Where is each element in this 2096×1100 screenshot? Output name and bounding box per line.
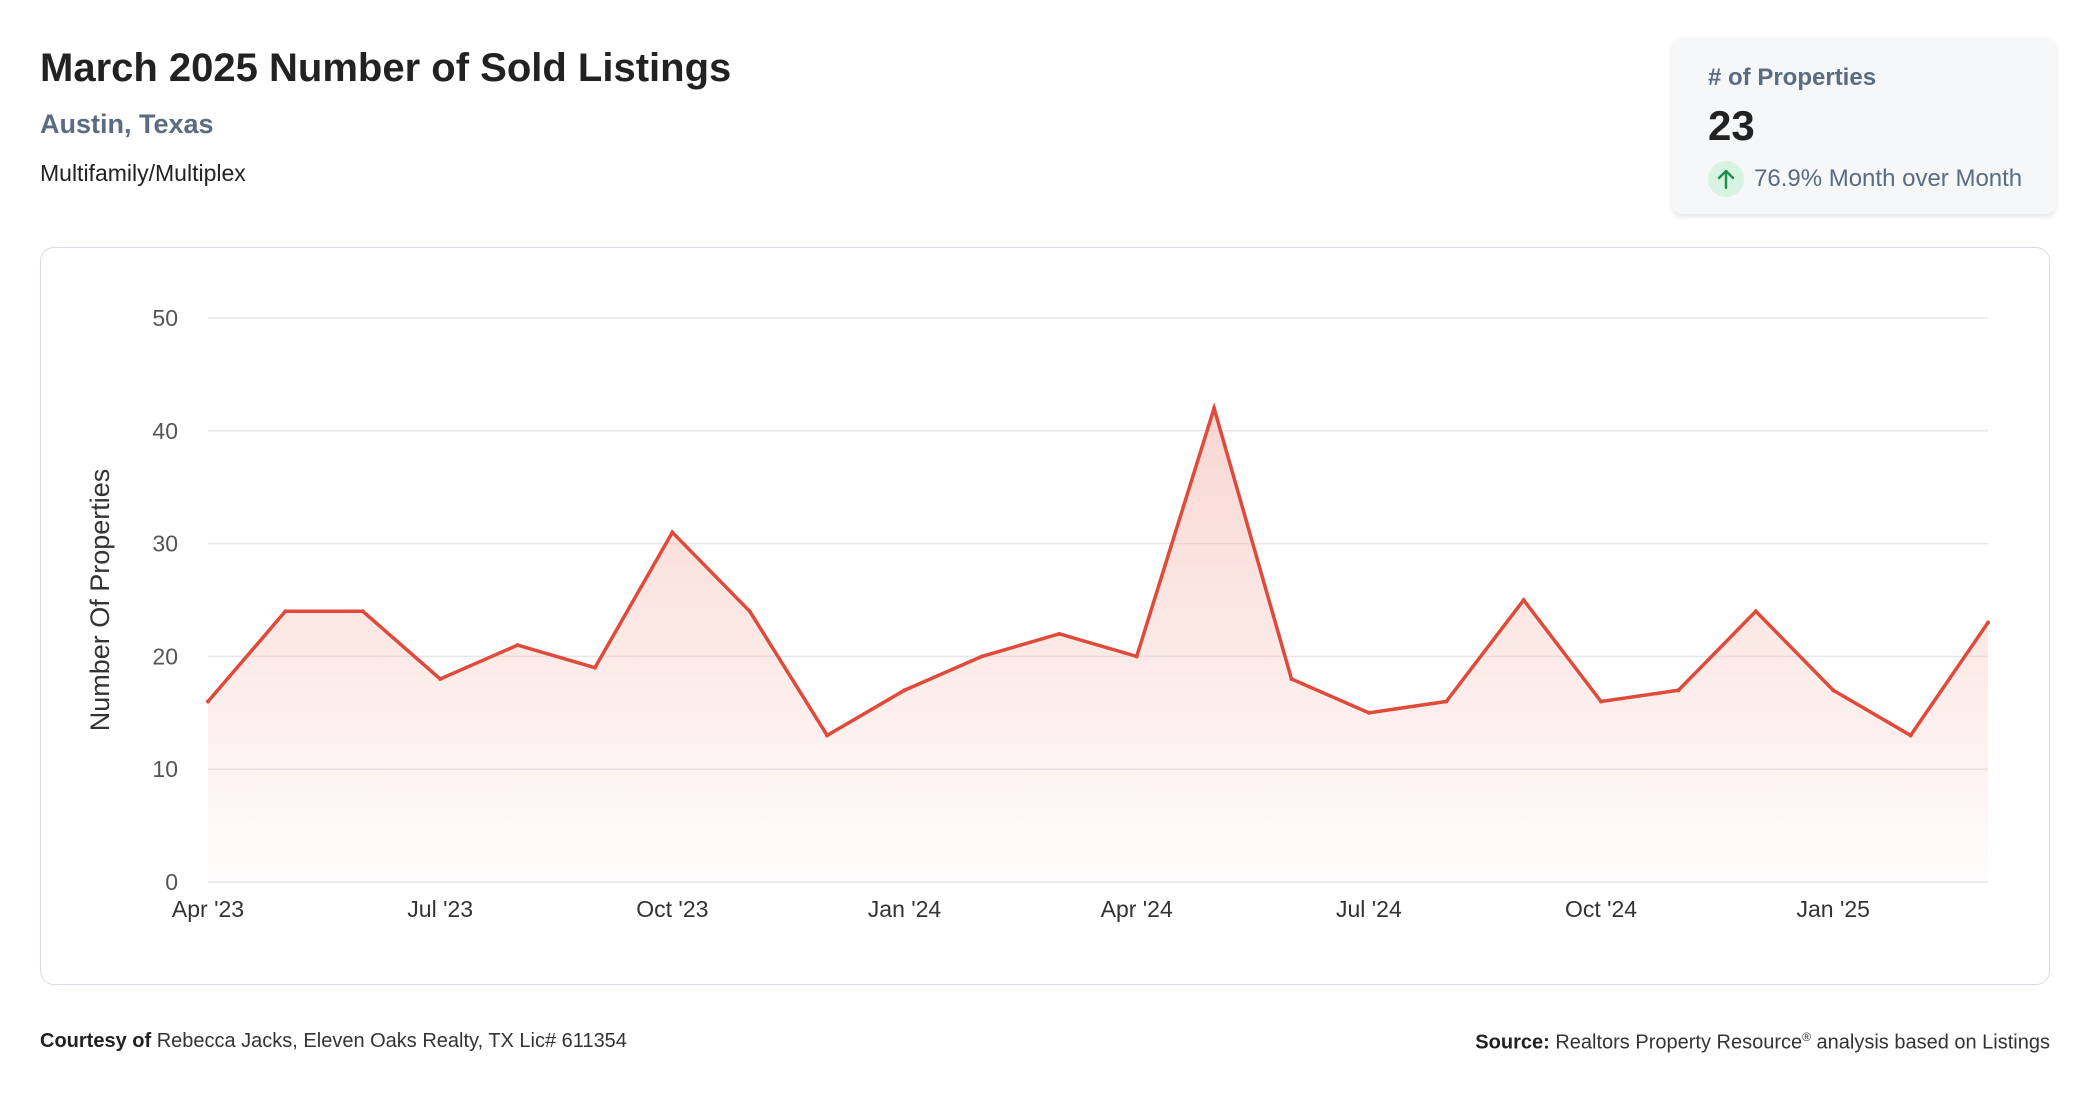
y-tick-label: 30 [152, 531, 178, 557]
source-text-suffix: analysis based on Listings [1816, 1031, 2050, 1054]
y-axis-label: Number Of Properties [85, 469, 115, 732]
stat-change: 76.9% Month over Month [1708, 161, 2022, 197]
data-point [825, 733, 830, 738]
data-point [1057, 631, 1062, 636]
x-tick-label: Oct '24 [1565, 896, 1637, 922]
data-point [1521, 598, 1526, 602]
series-line [206, 402, 1990, 738]
y-tick-label: 10 [152, 756, 178, 782]
x-tick-label: Jan '24 [868, 896, 942, 922]
chart-panel: 0 10 20 30 40 50 Number Of Properties Apr '23 Ju… [40, 247, 2050, 985]
courtesy-text: Rebecca Jacks, Eleven Oaks Realty, TX Li… [156, 1030, 627, 1052]
data-point [592, 665, 597, 670]
courtesy-label: Courtesy of [40, 1030, 152, 1052]
data-point [1753, 609, 1758, 614]
data-point [283, 609, 288, 614]
property-type-label: Multifamily/Multiplex [40, 160, 246, 186]
source-label: Source: [1475, 1031, 1550, 1054]
data-point [979, 654, 984, 659]
data-point [438, 676, 443, 681]
stat-card: # of Properties 23 76.9% Month over Mont… [1672, 38, 2056, 214]
y-tick-label: 0 [165, 869, 178, 895]
sold-listings-chart: 0 10 20 30 40 50 Number Of Properties Apr '23 Ju… [85, 305, 1990, 922]
source-footer: Source: Realtors Property Resource® anal… [1475, 1030, 2050, 1055]
data-point [747, 609, 752, 614]
y-tick-label: 50 [152, 305, 178, 331]
registered-mark: ® [1802, 1030, 1811, 1044]
courtesy-footer: Courtesy of Rebecca Jacks, Eleven Oaks R… [40, 1030, 627, 1053]
data-point [1831, 688, 1836, 693]
stat-value: 23 [1708, 102, 1755, 149]
y-tick-label: 40 [152, 418, 178, 444]
data-point [1676, 688, 1681, 693]
data-point [1134, 654, 1139, 659]
data-point [1986, 620, 1990, 625]
data-point [670, 530, 675, 535]
data-point [1366, 710, 1371, 715]
data-point [1908, 733, 1913, 738]
x-tick-label: Jan '25 [1796, 896, 1869, 922]
x-tick-label: Oct '23 [636, 896, 708, 922]
x-tick-label: Jul '24 [1336, 896, 1402, 922]
y-tick-label: 20 [152, 643, 178, 669]
stat-label: # of Properties [1708, 64, 1877, 91]
data-point [1289, 676, 1294, 681]
data-point [360, 609, 365, 614]
x-tick-label: Apr '24 [1101, 896, 1173, 922]
data-point [206, 699, 210, 704]
x-tick-label: Apr '23 [172, 896, 244, 922]
source-text: Realtors Property Resource [1555, 1031, 1803, 1054]
data-point [902, 688, 907, 693]
data-point [1599, 699, 1604, 704]
x-tick-label: Jul '23 [407, 896, 473, 922]
data-point [515, 643, 520, 648]
page-title: March 2025 Number of Sold Listings [40, 46, 732, 90]
data-point [1444, 699, 1449, 704]
data-point [1212, 406, 1217, 411]
stat-change-text: 76.9% Month over Month [1754, 165, 2023, 192]
location-subtitle: Austin, Texas [40, 109, 214, 139]
arrow-up-icon [1708, 161, 1744, 197]
